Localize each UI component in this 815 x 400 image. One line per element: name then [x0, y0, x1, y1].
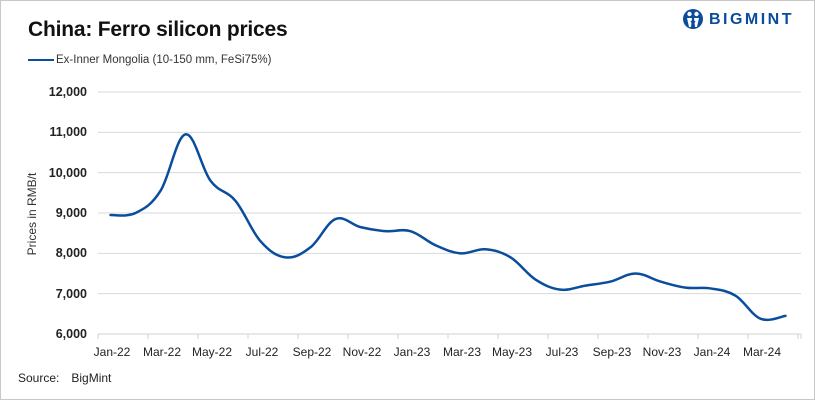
- logo-wordmark: BIGMINT: [708, 11, 794, 28]
- x-tick-label: May-23: [491, 345, 532, 359]
- y-tick-label: 12,000: [48, 85, 87, 99]
- x-tick-label: Sep-22: [292, 345, 332, 359]
- x-tick-label: Mar-23: [442, 345, 481, 359]
- x-tick-label: Sep-23: [592, 345, 632, 359]
- x-tick-label: Jan-22: [93, 345, 131, 359]
- x-axis: [97, 333, 802, 339]
- source-label: Source:: [18, 371, 60, 385]
- price-series-line: [109, 133, 787, 322]
- y-tick-label: 7,000: [55, 287, 87, 301]
- x-tick-label: Nov-23: [642, 345, 682, 359]
- y-tick-label: 9,000: [55, 206, 87, 220]
- gridlines: [98, 91, 801, 295]
- y-tick-label: 6,000: [55, 327, 87, 341]
- legend-item: Ex-Inner Mongolia (10-150 mm, FeSi75%): [28, 54, 271, 66]
- y-tick-label: 8,000: [55, 246, 87, 260]
- legend-line-swatch: [28, 59, 54, 61]
- x-tick-label: Jan-24: [693, 345, 731, 359]
- source-value: BigMint: [71, 371, 112, 385]
- bigmint-people-icon: [682, 9, 703, 29]
- chart-title: China: Ferro silicon prices: [28, 18, 288, 41]
- x-tick-label: Mar-22: [142, 345, 181, 359]
- x-tick-label: Jan-23: [393, 345, 431, 359]
- x-tick-label: May-22: [191, 345, 232, 359]
- x-tick-label: Jul-23: [545, 345, 579, 359]
- source-note: Source: BigMint: [18, 371, 111, 385]
- legend-label: Ex-Inner Mongolia (10-150 mm, FeSi75%): [56, 54, 272, 66]
- x-tick-label: Nov-22: [342, 345, 382, 359]
- x-tick-label: Jul-22: [245, 345, 279, 359]
- y-tick-label: 11,000: [49, 125, 87, 139]
- x-tick-label: Mar-24: [742, 345, 781, 359]
- y-tick-label: 10,000: [48, 166, 87, 180]
- bigmint-logo: BIGMINT: [682, 8, 794, 32]
